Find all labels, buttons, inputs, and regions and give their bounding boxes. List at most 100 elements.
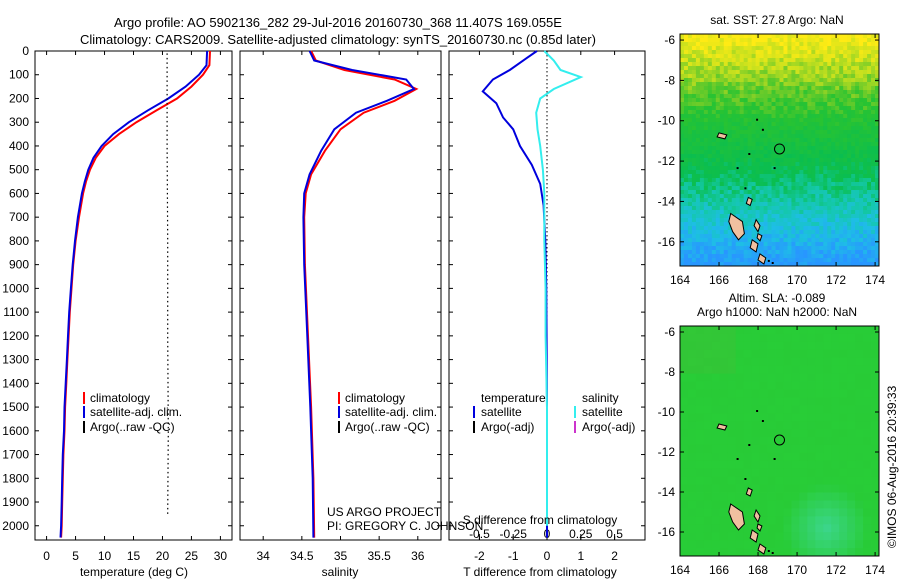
heatmap-cell xyxy=(775,34,780,39)
heatmap-cell xyxy=(719,146,725,151)
islet xyxy=(771,262,774,264)
heatmap-cell xyxy=(771,186,776,191)
heatmap-cell xyxy=(711,468,721,478)
heatmap-cell xyxy=(795,118,800,123)
heatmap-cell xyxy=(715,78,721,83)
heatmap-cell xyxy=(831,70,836,75)
heatmap-cell xyxy=(787,158,792,163)
heatmap-cell xyxy=(811,146,816,151)
heatmap-cell xyxy=(703,413,713,422)
heatmap-cell xyxy=(795,246,800,251)
project-annotation-line-2: PI: GREGORY C. JOHNSON xyxy=(327,519,483,533)
heatmap-cell xyxy=(695,210,701,215)
heatmap-cell xyxy=(859,194,864,199)
heatmap-cell xyxy=(823,500,832,509)
heatmap-cell xyxy=(743,238,749,243)
heatmap-cell xyxy=(715,74,721,79)
heatmap-cell xyxy=(763,42,768,47)
heatmap-cell xyxy=(727,210,733,215)
heatmap-cell xyxy=(715,222,721,227)
heatmap-cell xyxy=(731,34,737,39)
heatmap-cell xyxy=(759,476,768,486)
heatmap-cell xyxy=(847,34,852,39)
heatmap-cell xyxy=(735,460,745,470)
heatmap-cell xyxy=(763,70,768,75)
heatmap-cell xyxy=(803,126,808,131)
heatmap-cell xyxy=(680,94,685,99)
heatmap-cell xyxy=(699,158,705,163)
heatmap-cell xyxy=(695,202,701,207)
heatmap-cell xyxy=(747,214,753,219)
heatmap-cell xyxy=(731,126,737,131)
heatmap-cell xyxy=(703,246,709,251)
heatmap-cell xyxy=(767,42,772,47)
heatmap-cell xyxy=(711,230,717,235)
heatmap-cell xyxy=(803,190,808,195)
heatmap-cell xyxy=(847,86,852,91)
heatmap-cell xyxy=(711,429,721,438)
heatmap-cell xyxy=(783,210,788,215)
heatmap-cell xyxy=(851,222,856,227)
heatmap-cell xyxy=(839,102,844,107)
heatmap-cell xyxy=(787,178,792,183)
heatmap-cell xyxy=(787,250,792,255)
heatmap-cell xyxy=(719,460,729,470)
heatmap-cell xyxy=(771,250,776,255)
heatmap-cell xyxy=(871,532,880,541)
heatmap-cell xyxy=(727,238,733,243)
heatmap-cell xyxy=(799,74,804,79)
heatmap-cell xyxy=(703,78,709,83)
heatmap-cell xyxy=(703,492,713,501)
heatmap-cell xyxy=(719,437,729,446)
heatmap-cell xyxy=(807,381,816,390)
heatmap-cell xyxy=(847,90,852,95)
heatmap-cell xyxy=(855,214,860,219)
heatmap-cell xyxy=(703,122,709,127)
heatmap-cell xyxy=(799,437,808,446)
heatmap-cell xyxy=(727,476,737,486)
heatmap-cell xyxy=(763,122,768,127)
heatmap-cell xyxy=(759,86,764,91)
legend-label-argo: Argo(..raw -QC) xyxy=(90,420,175,434)
heatmap-cell xyxy=(871,333,880,343)
heatmap-cell xyxy=(819,186,824,191)
heatmap-cell xyxy=(859,218,864,223)
heatmap-cell xyxy=(739,98,745,103)
heatmap-cell xyxy=(739,178,745,183)
heatmap-cell xyxy=(735,70,741,75)
heatmap-cell xyxy=(855,262,860,267)
heatmap-cell xyxy=(847,46,852,51)
heatmap-cell xyxy=(723,226,729,231)
heatmap-cell xyxy=(707,222,713,227)
heatmap-cell xyxy=(739,170,745,175)
heatmap-cell xyxy=(783,70,788,75)
heatmap-cell xyxy=(759,190,764,195)
heatmap-cell xyxy=(723,210,729,215)
heatmap-cell xyxy=(759,540,768,549)
heatmap-cell xyxy=(755,166,760,171)
heatmap-cell xyxy=(719,484,729,493)
heatmap-cell xyxy=(859,118,864,123)
heatmap-cell xyxy=(815,38,820,43)
heatmap-cell xyxy=(727,258,733,263)
heatmap-cell xyxy=(831,90,836,95)
heatmap-cell xyxy=(719,142,725,147)
heatmap-cell xyxy=(703,38,709,43)
heatmap-cell xyxy=(855,532,864,541)
series-line-satellite-adj-clim- xyxy=(302,50,416,538)
heatmap-cell xyxy=(807,468,816,478)
heatmap-cell xyxy=(863,66,868,71)
heatmap-cell xyxy=(687,122,693,127)
heatmap-cell xyxy=(863,548,872,557)
heatmap-cell xyxy=(707,202,713,207)
heatmap-cell xyxy=(871,373,880,382)
heatmap-cell xyxy=(843,194,848,199)
heatmap-cell xyxy=(683,194,689,199)
heatmap-cell xyxy=(863,202,868,207)
heatmap-cell xyxy=(867,102,872,107)
heatmap-cell xyxy=(815,42,820,47)
heatmap-cell xyxy=(680,333,689,343)
heatmap-cell xyxy=(779,162,784,167)
heatmap-cell xyxy=(787,206,792,211)
heatmap-cell xyxy=(819,74,824,79)
